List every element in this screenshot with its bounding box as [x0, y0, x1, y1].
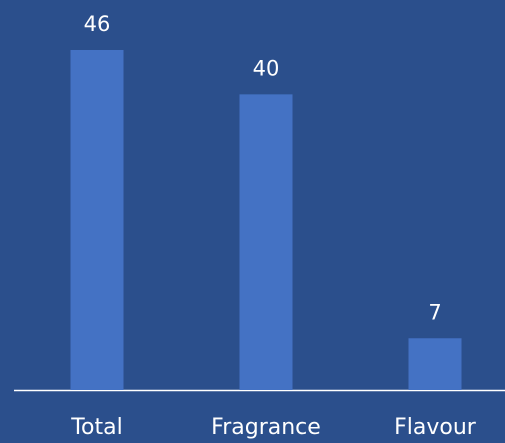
bar — [70, 50, 124, 390]
x-tick-label: Total — [70, 415, 122, 440]
x-tick-label: Flavour — [394, 415, 477, 440]
data-label: 7 — [428, 300, 441, 324]
x-tick-label: Fragrance — [211, 415, 321, 440]
bar — [239, 94, 293, 390]
data-label: 46 — [84, 12, 111, 36]
data-label: 40 — [253, 56, 280, 80]
bar — [408, 338, 462, 390]
